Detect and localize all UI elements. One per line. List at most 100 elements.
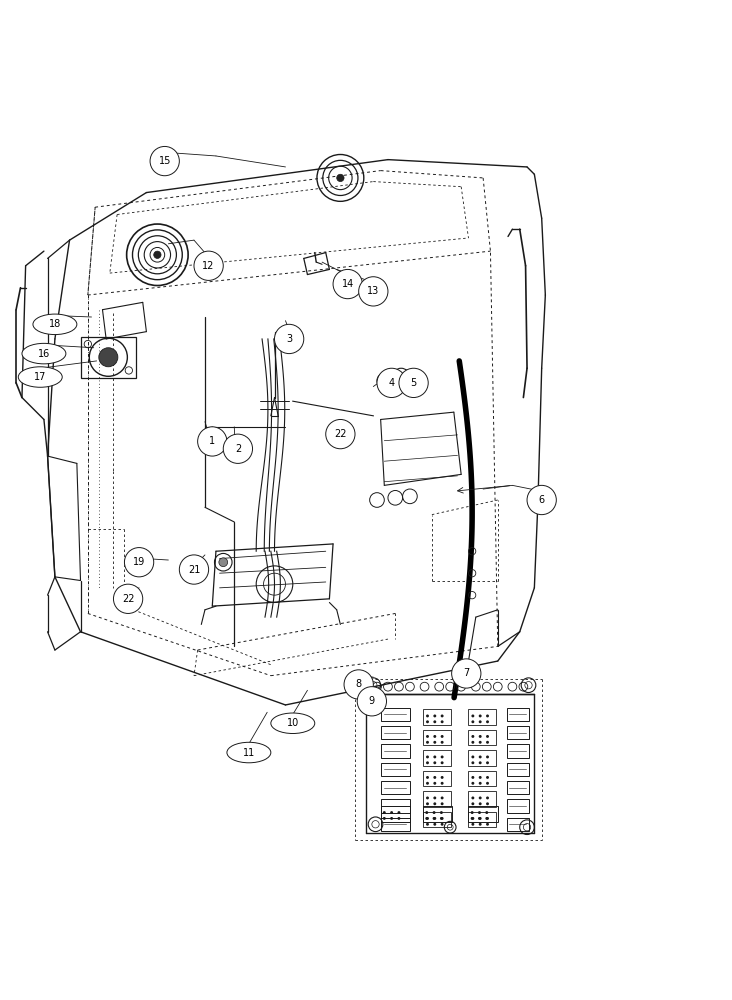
- Circle shape: [486, 735, 489, 738]
- Circle shape: [486, 741, 489, 744]
- Circle shape: [471, 817, 474, 820]
- Circle shape: [485, 817, 488, 820]
- Circle shape: [471, 761, 474, 764]
- Circle shape: [441, 720, 444, 723]
- Bar: [423, 791, 451, 807]
- Circle shape: [433, 796, 436, 799]
- Circle shape: [471, 741, 474, 744]
- Ellipse shape: [227, 742, 271, 763]
- Text: 19: 19: [133, 557, 145, 567]
- Circle shape: [433, 817, 436, 820]
- Circle shape: [527, 485, 556, 515]
- Bar: [507, 799, 529, 813]
- Bar: [468, 806, 498, 822]
- Circle shape: [426, 741, 429, 744]
- Circle shape: [426, 761, 429, 764]
- Circle shape: [471, 755, 474, 758]
- Circle shape: [194, 251, 223, 280]
- Circle shape: [441, 741, 444, 744]
- Text: 22: 22: [122, 594, 135, 604]
- Circle shape: [486, 782, 489, 785]
- Circle shape: [274, 324, 304, 354]
- Circle shape: [397, 817, 400, 820]
- Circle shape: [426, 796, 429, 799]
- Circle shape: [433, 735, 436, 738]
- Circle shape: [441, 735, 444, 738]
- Bar: [468, 750, 496, 766]
- Circle shape: [471, 782, 474, 785]
- Circle shape: [425, 817, 428, 820]
- Text: 7: 7: [463, 668, 469, 678]
- Circle shape: [479, 741, 482, 744]
- Circle shape: [426, 720, 429, 723]
- Text: 17: 17: [34, 372, 46, 382]
- Text: 15: 15: [159, 156, 171, 166]
- Circle shape: [471, 811, 474, 814]
- Circle shape: [179, 555, 209, 584]
- Bar: [381, 781, 410, 794]
- Circle shape: [426, 714, 429, 717]
- Circle shape: [479, 735, 482, 738]
- Circle shape: [479, 817, 482, 820]
- Circle shape: [433, 741, 436, 744]
- Circle shape: [440, 817, 443, 820]
- Circle shape: [441, 761, 444, 764]
- Bar: [507, 818, 529, 831]
- Bar: [468, 791, 496, 807]
- Circle shape: [390, 811, 393, 814]
- Circle shape: [426, 802, 429, 805]
- Circle shape: [333, 269, 362, 299]
- Circle shape: [426, 776, 429, 779]
- Text: 9: 9: [369, 696, 375, 706]
- Bar: [423, 812, 451, 827]
- Circle shape: [452, 659, 481, 688]
- Bar: [507, 708, 529, 721]
- Circle shape: [433, 720, 436, 723]
- Circle shape: [486, 755, 489, 758]
- Bar: [381, 763, 410, 776]
- Bar: [381, 818, 410, 831]
- Text: 12: 12: [203, 261, 214, 271]
- Bar: [468, 709, 496, 725]
- Circle shape: [377, 368, 406, 398]
- Circle shape: [426, 755, 429, 758]
- Circle shape: [440, 811, 443, 814]
- Circle shape: [357, 687, 386, 716]
- Bar: [468, 812, 496, 827]
- Bar: [381, 744, 410, 758]
- Circle shape: [383, 817, 386, 820]
- Bar: [423, 806, 452, 822]
- Circle shape: [478, 817, 481, 820]
- Circle shape: [223, 434, 253, 463]
- Circle shape: [397, 811, 400, 814]
- Circle shape: [124, 548, 154, 577]
- Circle shape: [479, 823, 482, 826]
- Circle shape: [471, 776, 474, 779]
- Circle shape: [433, 823, 436, 826]
- Circle shape: [390, 817, 393, 820]
- Circle shape: [441, 823, 444, 826]
- Bar: [381, 799, 410, 813]
- Text: 5: 5: [411, 378, 417, 388]
- Circle shape: [486, 796, 489, 799]
- Circle shape: [441, 776, 444, 779]
- Circle shape: [471, 796, 474, 799]
- Circle shape: [426, 735, 429, 738]
- Text: 6: 6: [539, 495, 545, 505]
- Text: 21: 21: [188, 565, 200, 575]
- Ellipse shape: [18, 367, 62, 387]
- Circle shape: [478, 811, 481, 814]
- Ellipse shape: [22, 343, 66, 364]
- Bar: [381, 806, 410, 822]
- Circle shape: [486, 802, 489, 805]
- Circle shape: [433, 776, 436, 779]
- Circle shape: [433, 755, 436, 758]
- Bar: [507, 744, 529, 758]
- Circle shape: [426, 782, 429, 785]
- Text: 22: 22: [334, 429, 347, 439]
- Circle shape: [383, 811, 386, 814]
- Circle shape: [441, 802, 444, 805]
- Circle shape: [479, 796, 482, 799]
- Circle shape: [154, 251, 161, 258]
- Bar: [468, 771, 496, 786]
